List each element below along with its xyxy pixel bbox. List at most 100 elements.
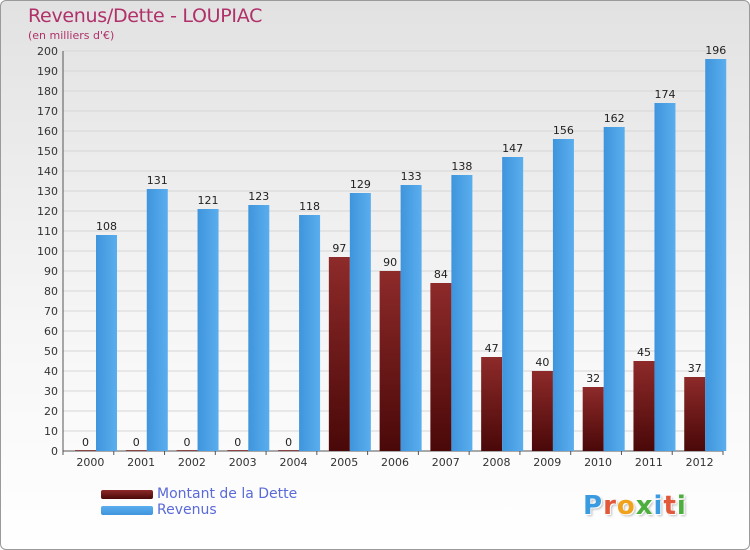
data-label-revenus: 129 [350, 178, 371, 191]
x-tick-label: 2005 [330, 456, 358, 469]
proxiti-logo: Proxiti [583, 491, 687, 521]
bar-dette [328, 257, 350, 451]
logo-letter: i [676, 491, 687, 521]
data-label-dette: 32 [586, 372, 600, 385]
bar-revenus [603, 127, 625, 451]
bar-dette [278, 450, 300, 451]
y-tick-label: 30 [44, 385, 58, 398]
data-label-dette: 45 [637, 346, 651, 359]
data-label-dette: 0 [82, 436, 89, 449]
bar-revenus [400, 185, 422, 451]
bar-dette [227, 450, 249, 451]
bar-revenus [552, 139, 574, 451]
data-label-dette: 40 [535, 356, 549, 369]
chart-subtitle: (en milliers d'€) [28, 29, 115, 42]
y-tick-label: 10 [44, 425, 58, 438]
bar-revenus [299, 215, 321, 451]
data-label-revenus: 123 [248, 190, 269, 203]
data-label-revenus: 108 [96, 220, 117, 233]
bar-revenus [349, 193, 371, 451]
y-tick-label: 200 [37, 45, 58, 58]
y-tick-label: 190 [37, 65, 58, 78]
data-label-dette: 0 [234, 436, 241, 449]
bar-dette [582, 387, 604, 451]
x-tick-label: 2008 [483, 456, 511, 469]
logo-letter: x [635, 491, 654, 521]
bar-dette [531, 371, 553, 451]
data-label-revenus: 138 [451, 160, 472, 173]
x-tick-label: 2012 [686, 456, 714, 469]
bar-dette [176, 450, 198, 451]
data-label-dette: 84 [434, 268, 448, 281]
legend-label-dette: Montant de la Dette [157, 486, 298, 502]
data-label-revenus: 147 [502, 142, 523, 155]
bar-revenus [654, 103, 676, 451]
y-tick-label: 170 [37, 105, 58, 118]
y-tick-label: 50 [44, 345, 58, 358]
bar-revenus [502, 157, 524, 451]
y-tick-label: 60 [44, 325, 58, 338]
bar-dette [379, 271, 401, 451]
bar-dette [75, 450, 96, 451]
bar-revenus [451, 175, 473, 451]
x-tick-label: 2006 [381, 456, 409, 469]
logo-letter: P [583, 491, 604, 521]
y-tick-label: 110 [37, 225, 58, 238]
y-tick-label: 180 [37, 85, 58, 98]
bar-dette [684, 377, 706, 451]
x-tick-label: 2009 [533, 456, 561, 469]
y-tick-label: 120 [37, 205, 58, 218]
bar-dette [481, 357, 503, 451]
logo-letter: t [663, 491, 677, 521]
y-tick-label: 70 [44, 305, 58, 318]
data-label-revenus: 162 [604, 112, 625, 125]
data-label-dette: 0 [133, 436, 140, 449]
data-label-revenus: 121 [198, 194, 219, 207]
bar-revenus [146, 189, 168, 451]
legend-swatch-revenus [101, 506, 153, 515]
chart-title: Revenus/Dette - LOUPIAC [28, 5, 263, 27]
legend-swatch-dette [101, 490, 153, 499]
data-label-dette: 90 [383, 256, 397, 269]
data-label-revenus: 133 [401, 170, 422, 183]
data-label-dette: 0 [184, 436, 191, 449]
x-tick-label: 2010 [584, 456, 612, 469]
x-tick-label: 2001 [127, 456, 155, 469]
bar-dette [125, 450, 147, 451]
y-tick-label: 150 [37, 145, 58, 158]
x-tick-label: 2000 [76, 456, 104, 469]
bar-revenus [705, 59, 727, 451]
bar-dette [430, 283, 452, 451]
data-label-dette: 37 [688, 362, 702, 375]
bar-dette [633, 361, 655, 451]
data-label-revenus: 131 [147, 174, 168, 187]
bar-revenus [197, 209, 219, 451]
bar-revenus [248, 205, 270, 451]
y-tick-label: 80 [44, 285, 58, 298]
y-tick-label: 20 [44, 405, 58, 418]
y-tick-label: 90 [44, 265, 58, 278]
x-tick-label: 2011 [635, 456, 663, 469]
x-tick-label: 2004 [279, 456, 307, 469]
x-tick-label: 2002 [178, 456, 206, 469]
bar-revenus [96, 235, 117, 451]
y-tick-label: 140 [37, 165, 58, 178]
logo-letter: r [603, 491, 617, 521]
logo-letter: i [653, 491, 664, 521]
data-label-revenus: 174 [654, 88, 675, 101]
x-tick-label: 2007 [432, 456, 460, 469]
y-tick-label: 40 [44, 365, 58, 378]
data-label-revenus: 156 [553, 124, 574, 137]
data-label-revenus: 196 [705, 44, 726, 57]
y-tick-label: 130 [37, 185, 58, 198]
y-tick-label: 160 [37, 125, 58, 138]
data-label-dette: 47 [485, 342, 499, 355]
logo-letter: o [616, 491, 636, 521]
y-tick-label: 100 [37, 245, 58, 258]
data-label-dette: 0 [285, 436, 292, 449]
data-label-revenus: 118 [299, 200, 320, 213]
y-tick-label: 0 [51, 445, 58, 458]
legend-label-revenus: Revenus [157, 502, 217, 518]
